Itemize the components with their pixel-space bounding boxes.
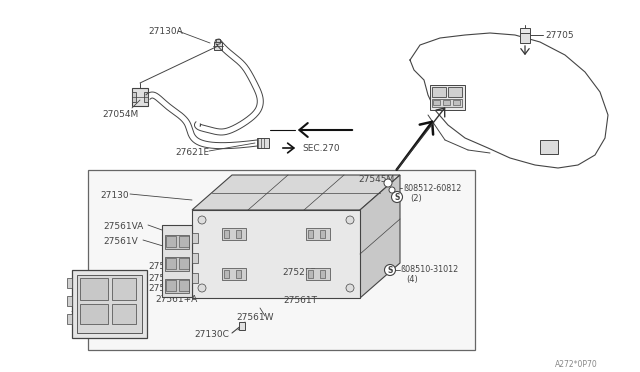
Bar (216, 39, 220, 42)
Bar (320, 270, 325, 278)
Bar (432, 99, 462, 107)
Bar (179, 236, 189, 247)
Bar (67, 278, 72, 288)
Text: 27561VA: 27561VA (103, 222, 143, 231)
Bar (165, 257, 189, 271)
Bar (80, 304, 108, 324)
Bar (165, 235, 189, 249)
Bar (179, 258, 189, 269)
Bar (520, 28, 530, 33)
Circle shape (346, 284, 354, 292)
Text: 27130A: 27130A (148, 27, 183, 36)
Polygon shape (192, 175, 400, 210)
Bar (179, 280, 189, 291)
Text: 27130: 27130 (100, 191, 129, 200)
Bar (430, 85, 465, 110)
Text: 27621E: 27621E (175, 148, 209, 157)
Bar (132, 88, 148, 106)
Bar (166, 258, 176, 269)
Bar (67, 296, 72, 306)
Text: A272*0P70: A272*0P70 (555, 360, 598, 369)
Text: 27561+A: 27561+A (155, 295, 197, 304)
Text: 27561V: 27561V (103, 237, 138, 246)
Bar (540, 140, 558, 154)
Bar (432, 87, 446, 97)
Text: 27545M: 27545M (358, 175, 394, 184)
Bar (192, 273, 198, 283)
Bar (112, 304, 136, 324)
Text: (4): (4) (406, 275, 418, 284)
Bar (162, 225, 192, 297)
Bar (192, 210, 360, 298)
Bar (67, 314, 72, 324)
Text: S: S (387, 266, 393, 275)
Text: ß08512-60812: ß08512-60812 (403, 184, 461, 193)
Bar (257, 138, 269, 148)
Bar (214, 42, 222, 50)
Bar (224, 270, 229, 278)
Bar (236, 230, 241, 238)
Bar (77, 275, 142, 333)
Polygon shape (360, 175, 400, 298)
Bar (88, 170, 475, 350)
Bar (320, 230, 325, 238)
Bar (306, 228, 330, 240)
Circle shape (198, 216, 206, 224)
Bar (166, 236, 176, 247)
Text: ß08510-31012: ß08510-31012 (400, 265, 458, 274)
Text: 27570M: 27570M (70, 305, 106, 314)
Bar (453, 100, 460, 105)
Circle shape (198, 284, 206, 292)
Bar (222, 228, 246, 240)
Bar (239, 322, 245, 330)
Text: SEC.270: SEC.270 (302, 144, 340, 153)
Bar (448, 87, 462, 97)
Bar (192, 253, 198, 263)
Text: S: S (394, 193, 400, 202)
Bar (520, 33, 530, 43)
Text: 27561: 27561 (148, 262, 177, 271)
Bar (433, 100, 440, 105)
Bar (165, 279, 189, 293)
Circle shape (389, 187, 395, 193)
Bar (132, 92, 136, 102)
Bar (112, 278, 136, 300)
Bar (308, 270, 313, 278)
Text: 27561R: 27561R (148, 274, 183, 283)
Bar (72, 270, 147, 338)
Text: 27054M: 27054M (102, 110, 138, 119)
Bar (306, 268, 330, 280)
Text: 27561W: 27561W (236, 313, 273, 322)
Bar (192, 233, 198, 243)
Circle shape (346, 216, 354, 224)
Text: 27561T: 27561T (283, 296, 317, 305)
Circle shape (384, 179, 392, 187)
Text: 27521P: 27521P (282, 268, 316, 277)
Text: 27705: 27705 (545, 31, 573, 40)
Bar (144, 92, 148, 102)
Bar (443, 100, 450, 105)
Bar (236, 270, 241, 278)
Circle shape (392, 192, 403, 202)
Circle shape (385, 264, 396, 276)
Bar (222, 268, 246, 280)
Text: (2): (2) (410, 194, 422, 203)
Bar (80, 278, 108, 300)
Text: 27130C: 27130C (194, 330, 229, 339)
Text: 27561U: 27561U (148, 284, 183, 293)
Bar (224, 230, 229, 238)
Bar (308, 230, 313, 238)
Bar (166, 280, 176, 291)
